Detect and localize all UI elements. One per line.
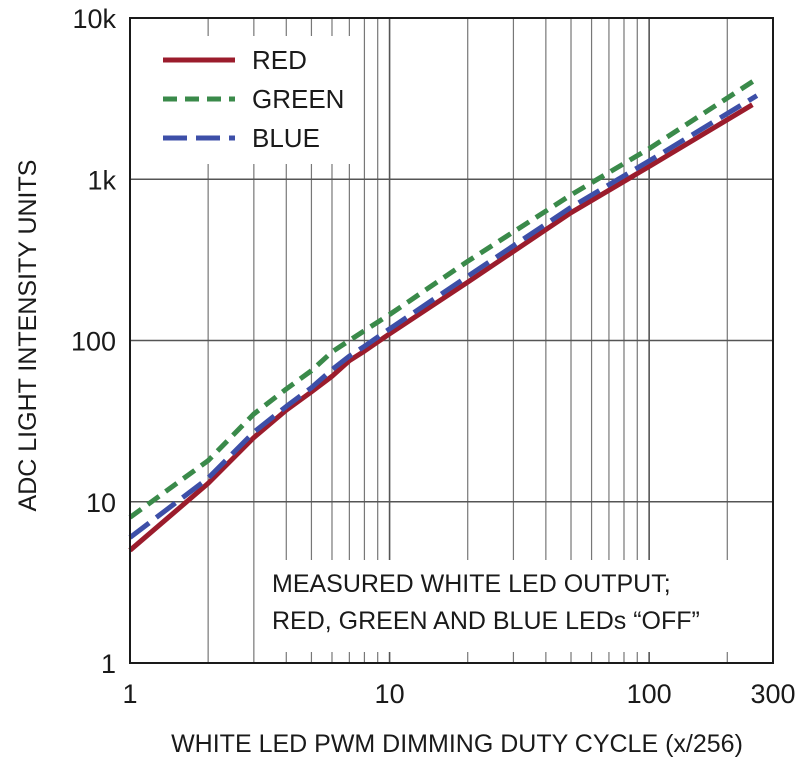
y-axis-label: ADC LIGHT INTENSITY UNITS [14,160,42,512]
legend-label-green: GREEN [252,84,344,114]
series-line-green [128,76,759,520]
legend: RED GREEN BLUE [150,36,350,164]
y-tick-label: 10 [86,488,116,518]
y-tick-label: 10k [72,4,116,34]
x-axis-label: WHITE LED PWM DIMMING DUTY CYCLE (x/256) [171,730,743,758]
series-line-blue [128,93,759,540]
y-tick-label: 100 [71,327,116,357]
plot-frame [129,17,774,664]
annotation-background [262,560,767,652]
series-line-red [128,102,754,553]
x-tick-label: 10 [375,679,405,709]
x-tick-label: 100 [627,679,672,709]
legend-label-blue: BLUE [252,123,320,153]
annotation-line: RED, GREEN AND BLUE LEDs “OFF” [272,607,700,635]
x-tick-label: 300 [750,679,795,709]
y-tick-label: 1k [87,165,116,195]
series-layer [128,76,759,553]
annotation-line: MEASURED WHITE LED OUTPUT; [272,570,671,598]
annotation: MEASURED WHITE LED OUTPUT; RED, GREEN AND… [262,560,767,652]
legend-background [150,36,350,164]
legend-label-red: RED [252,45,307,75]
x-tick-label: 1 [122,679,137,709]
y-tick-label: 1 [101,649,116,679]
major-gridlines [130,18,773,663]
tick-labels: 1 10 100 300 1 10 100 1k 10k [71,4,796,709]
